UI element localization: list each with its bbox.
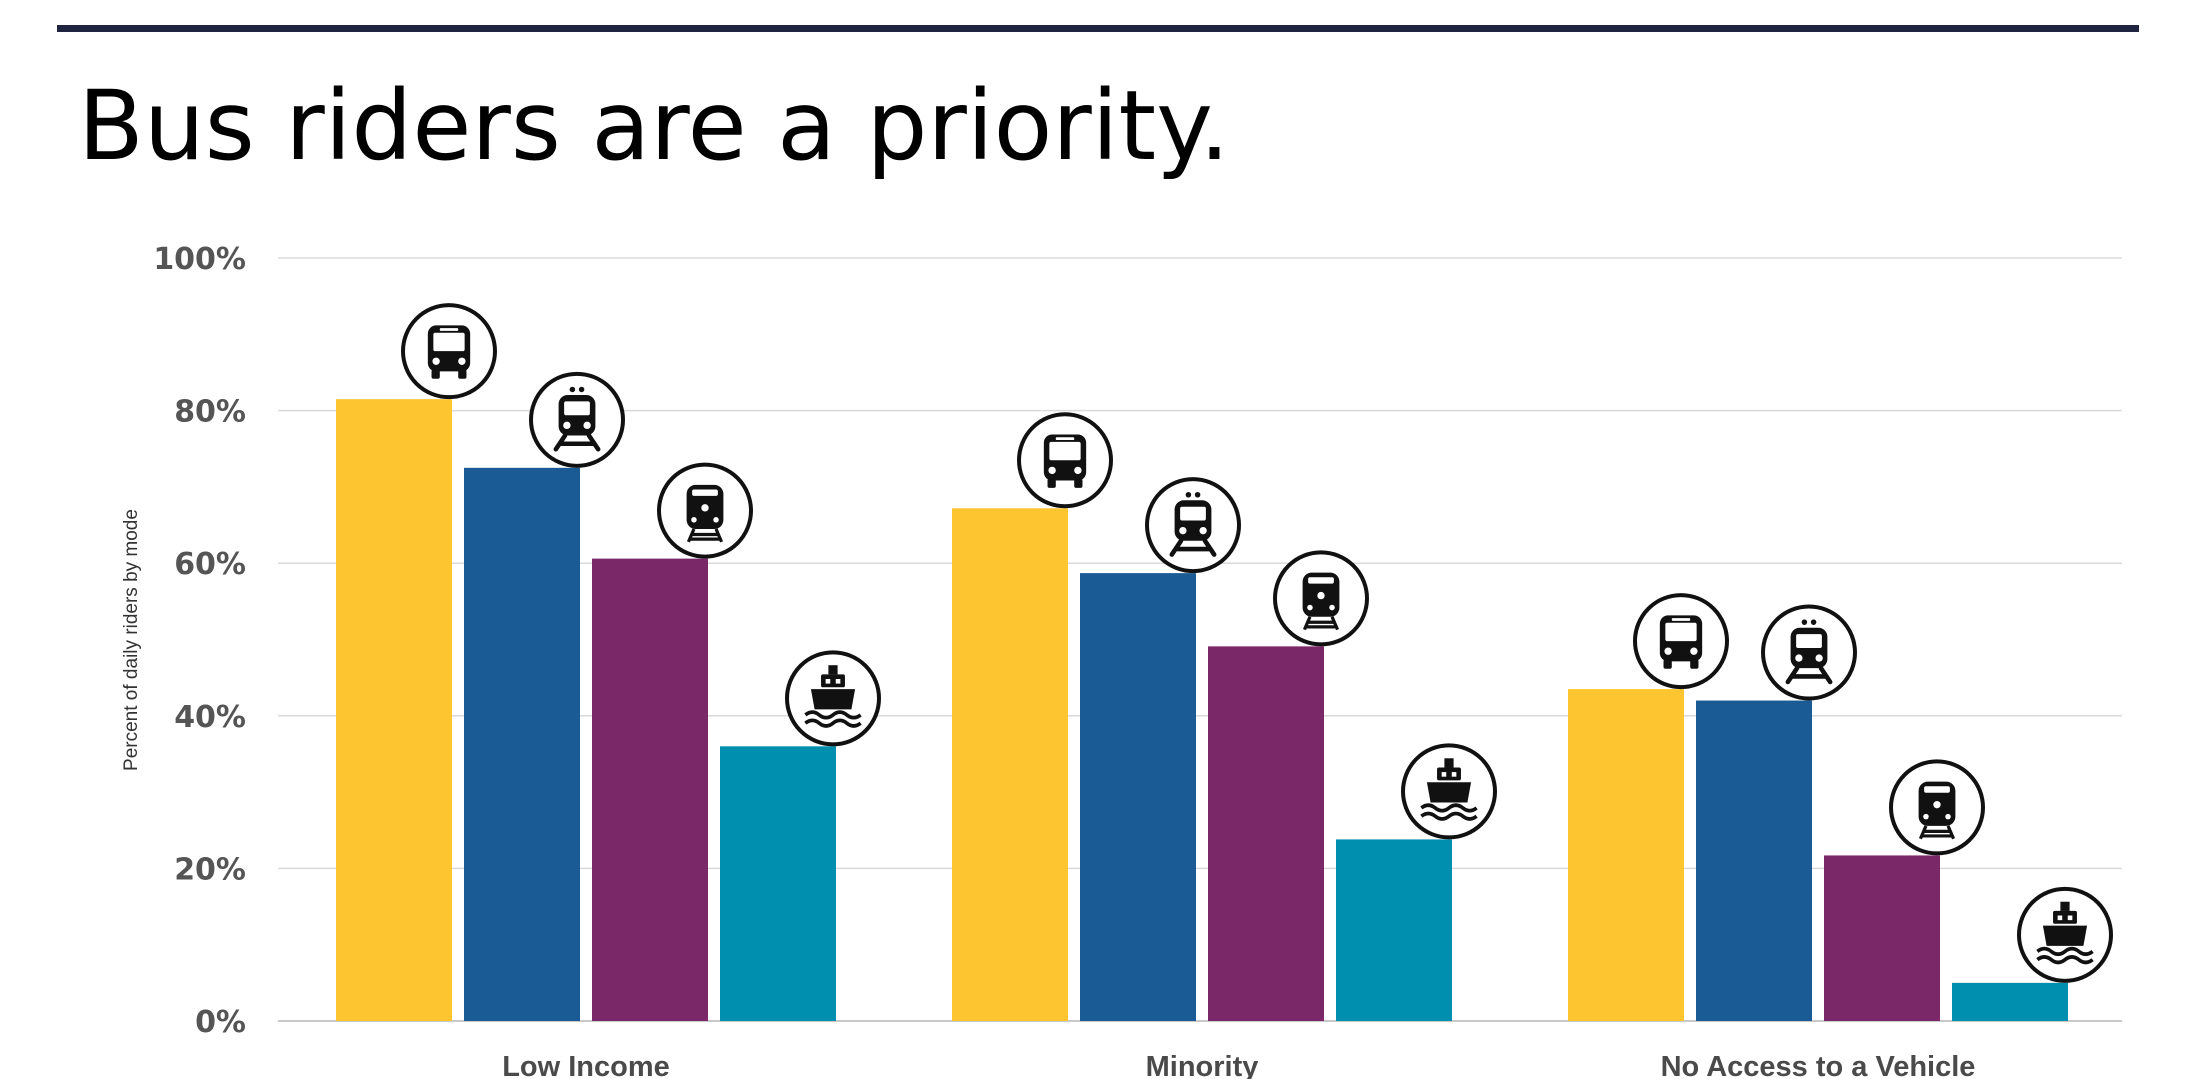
bar-ferry xyxy=(720,746,836,1021)
y-axis-label: Percent of daily riders by mode xyxy=(121,509,142,771)
y-tick-label: 80% xyxy=(174,395,246,430)
bar-ferry xyxy=(1336,839,1452,1021)
y-tick-label: 100% xyxy=(153,242,246,277)
light-rail-icon xyxy=(529,371,625,468)
bar-bus xyxy=(336,399,452,1021)
page-title: Bus riders are a priority. xyxy=(78,70,1230,182)
bar-bus xyxy=(1568,689,1684,1021)
x-category-label: Minority xyxy=(1146,1051,1259,1079)
bus-icon xyxy=(1633,593,1729,690)
bar-light-rail xyxy=(1696,700,1812,1021)
x-category-label: No Access to a Vehicle xyxy=(1661,1051,1976,1079)
y-tick-label: 20% xyxy=(174,852,246,887)
y-tick-label: 0% xyxy=(195,1005,246,1040)
bar-bus xyxy=(952,508,1068,1021)
top-rule xyxy=(57,25,2139,32)
y-tick-label: 40% xyxy=(174,700,246,735)
bar-ferry xyxy=(1952,982,2068,1021)
train-icon xyxy=(1273,550,1369,647)
bar-train xyxy=(1208,646,1324,1021)
train-icon xyxy=(657,462,753,559)
ferry-icon xyxy=(1401,743,1497,840)
bar-train xyxy=(1824,855,1940,1021)
x-category-label: Low Income xyxy=(502,1051,670,1079)
train-icon xyxy=(1889,759,1985,856)
light-rail-icon xyxy=(1761,604,1857,701)
bus-icon xyxy=(401,303,497,400)
light-rail-icon xyxy=(1145,477,1241,574)
bar-train xyxy=(592,558,708,1021)
ferry-icon xyxy=(2017,886,2113,983)
y-tick-label: 60% xyxy=(174,547,246,582)
bus-icon xyxy=(1017,412,1113,509)
ferry-icon xyxy=(785,650,881,747)
bar-light-rail xyxy=(464,467,580,1021)
bar-light-rail xyxy=(1080,573,1196,1021)
